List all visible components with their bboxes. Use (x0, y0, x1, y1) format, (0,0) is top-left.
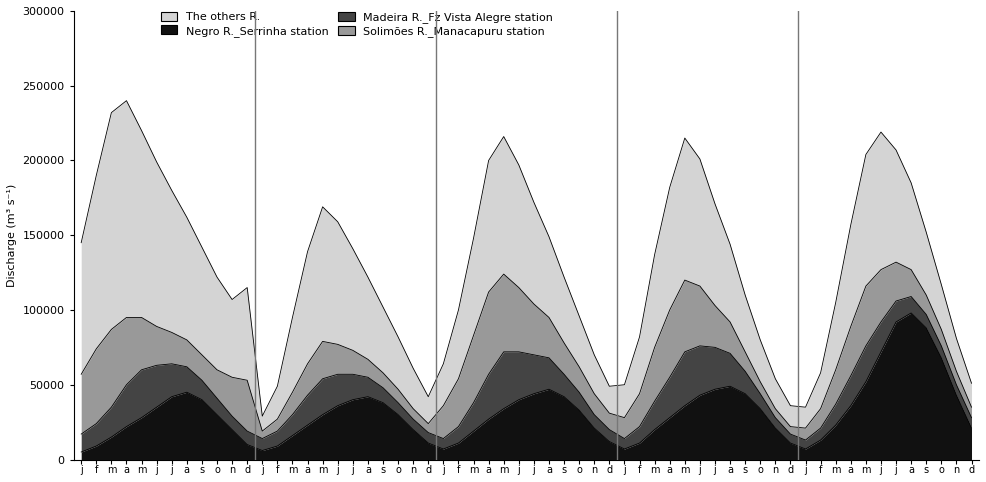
Y-axis label: Discharge (m³ s⁻¹): Discharge (m³ s⁻¹) (7, 184, 17, 287)
Legend: The others R., Negro R._Serrinha station, Madeira R._Fz Vista Alegre station, So: The others R., Negro R._Serrinha station… (161, 12, 553, 38)
